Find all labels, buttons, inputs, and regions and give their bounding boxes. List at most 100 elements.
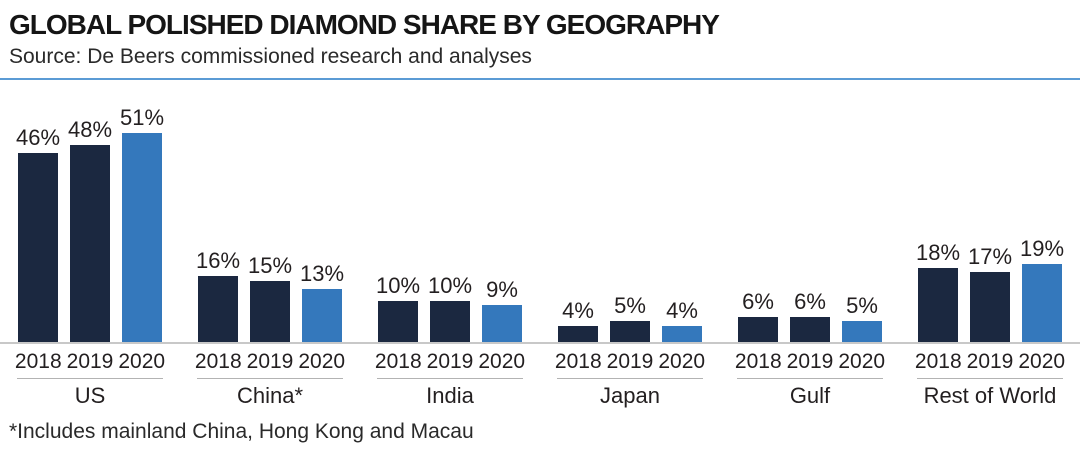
year-label: 2020 bbox=[118, 350, 166, 373]
group-label-us: US bbox=[74, 383, 106, 408]
bar-2018-china bbox=[198, 276, 238, 342]
bar-value-label: 5% bbox=[846, 293, 878, 318]
bar-col-2019-china: 15% bbox=[247, 253, 293, 342]
bars-gulf: 6% 6% 5% bbox=[738, 100, 882, 342]
year-label: 2018 bbox=[914, 350, 962, 373]
chart-group-us: 46% 48% 51% 2018 2019 2020 US bbox=[0, 100, 180, 409]
bar-2020-gulf bbox=[842, 321, 882, 342]
year-label: 2018 bbox=[554, 350, 602, 373]
year-label: 2020 bbox=[1018, 350, 1066, 373]
group-label-rest-of-world: Rest of World bbox=[923, 383, 1057, 408]
chart: 46% 48% 51% 2018 2019 2020 US 16% 15% 13% 2018 2019… bbox=[0, 100, 1080, 408]
year-label: 2019 bbox=[606, 350, 654, 373]
year-label: 2018 bbox=[14, 350, 62, 373]
group-label-china: China* bbox=[236, 383, 304, 408]
year-label: 2019 bbox=[246, 350, 294, 373]
year-label: 2019 bbox=[426, 350, 474, 373]
year-label: 2020 bbox=[478, 350, 526, 373]
bar-value-label: 9% bbox=[486, 277, 518, 302]
bar-value-label: 10% bbox=[427, 273, 473, 298]
group-underline bbox=[917, 378, 1063, 379]
bar-col-2018-rest-of-world: 18% bbox=[915, 240, 961, 342]
year-labels-china: 2018 2019 2020 bbox=[195, 350, 345, 373]
bars-rest-of-world: 18% 17% 19% bbox=[915, 100, 1065, 342]
bar-value-label: 51% bbox=[119, 105, 165, 130]
bar-2019-gulf bbox=[790, 317, 830, 342]
bar-value-label: 16% bbox=[195, 248, 241, 273]
year-label: 2018 bbox=[734, 350, 782, 373]
bar-col-2020-japan: 4% bbox=[662, 299, 702, 342]
bar-value-label: 10% bbox=[375, 273, 421, 298]
bar-2020-india bbox=[482, 305, 522, 342]
group-label-india: India bbox=[426, 383, 474, 408]
bar-2018-gulf bbox=[738, 317, 778, 342]
bar-value-label: 48% bbox=[67, 117, 113, 142]
bar-value-label: 19% bbox=[1019, 236, 1065, 261]
bars-us: 46% 48% 51% bbox=[15, 100, 165, 342]
bar-col-2019-gulf: 6% bbox=[790, 290, 830, 342]
group-underline bbox=[377, 378, 523, 379]
header-divider bbox=[0, 78, 1080, 80]
year-label: 2018 bbox=[374, 350, 422, 373]
bar-value-label: 6% bbox=[794, 289, 826, 314]
chart-title: GLOBAL POLISHED DIAMOND SHARE BY GEOGRAP… bbox=[9, 9, 720, 40]
bar-value-label: 46% bbox=[15, 125, 61, 150]
bars-china: 16% 15% 13% bbox=[195, 100, 345, 342]
bar-value-label: 4% bbox=[666, 298, 698, 323]
bar-col-2020-rest-of-world: 19% bbox=[1019, 236, 1065, 342]
bar-value-label: 4% bbox=[562, 298, 594, 323]
year-labels-us: 2018 2019 2020 bbox=[15, 350, 165, 373]
bar-col-2020-gulf: 5% bbox=[842, 294, 882, 342]
bar-col-2020-china: 13% bbox=[299, 261, 345, 342]
bar-2019-india bbox=[430, 301, 470, 342]
group-underline bbox=[17, 378, 163, 379]
year-label: 2020 bbox=[298, 350, 346, 373]
bar-value-label: 5% bbox=[614, 293, 646, 318]
bar-col-2020-india: 9% bbox=[482, 278, 522, 342]
bar-2019-japan bbox=[610, 321, 650, 342]
group-underline bbox=[557, 378, 703, 379]
bar-value-label: 6% bbox=[742, 289, 774, 314]
chart-group-rest-of-world: 18% 17% 19% 2018 2019 2020 Rest of World bbox=[900, 100, 1080, 409]
group-label-gulf: Gulf bbox=[789, 383, 831, 408]
bar-col-2018-china: 16% bbox=[195, 248, 241, 342]
bar-2020-rest-of-world bbox=[1022, 264, 1062, 342]
group-label-japan: Japan bbox=[600, 383, 660, 408]
year-label: 2018 bbox=[194, 350, 242, 373]
chart-group-india: 10% 10% 9% 2018 2019 2020 India bbox=[360, 100, 540, 409]
bar-2020-japan bbox=[662, 326, 702, 342]
bar-col-2018-us: 46% bbox=[15, 125, 61, 342]
year-label: 2020 bbox=[838, 350, 886, 373]
bar-value-label: 13% bbox=[299, 261, 345, 286]
chart-group-japan: 4% 5% 4% 2018 2019 2020 Japan bbox=[540, 100, 720, 409]
year-labels-india: 2018 2019 2020 bbox=[375, 350, 525, 373]
chart-baseline bbox=[0, 342, 1080, 344]
bar-col-2019-japan: 5% bbox=[610, 294, 650, 342]
bar-2018-us bbox=[18, 153, 58, 342]
bar-2019-china bbox=[250, 281, 290, 342]
chart-group-china: 16% 15% 13% 2018 2019 2020 China* bbox=[180, 100, 360, 409]
bar-2018-india bbox=[378, 301, 418, 342]
chart-group-gulf: 6% 6% 5% 2018 2019 2020 Gulf bbox=[720, 100, 900, 409]
bar-2018-japan bbox=[558, 326, 598, 342]
bar-2020-china bbox=[302, 289, 342, 342]
bar-col-2018-india: 10% bbox=[375, 273, 421, 342]
year-labels-gulf: 2018 2019 2020 bbox=[735, 350, 885, 373]
year-labels-japan: 2018 2019 2020 bbox=[555, 350, 705, 373]
bar-col-2019-rest-of-world: 17% bbox=[968, 245, 1012, 342]
bar-2020-us bbox=[122, 133, 162, 342]
bars-japan: 4% 5% 4% bbox=[558, 100, 702, 342]
bar-value-label: 18% bbox=[915, 240, 961, 265]
year-label: 2019 bbox=[966, 350, 1014, 373]
bar-2019-rest-of-world bbox=[970, 272, 1010, 342]
year-label: 2020 bbox=[658, 350, 706, 373]
bar-col-2019-us: 48% bbox=[67, 117, 113, 342]
group-underline bbox=[197, 378, 343, 379]
year-label: 2019 bbox=[786, 350, 834, 373]
bar-value-label: 15% bbox=[247, 253, 293, 278]
bar-2019-us bbox=[70, 145, 110, 342]
bar-col-2018-gulf: 6% bbox=[738, 290, 778, 342]
group-underline bbox=[737, 378, 883, 379]
bar-col-2019-india: 10% bbox=[427, 273, 473, 342]
